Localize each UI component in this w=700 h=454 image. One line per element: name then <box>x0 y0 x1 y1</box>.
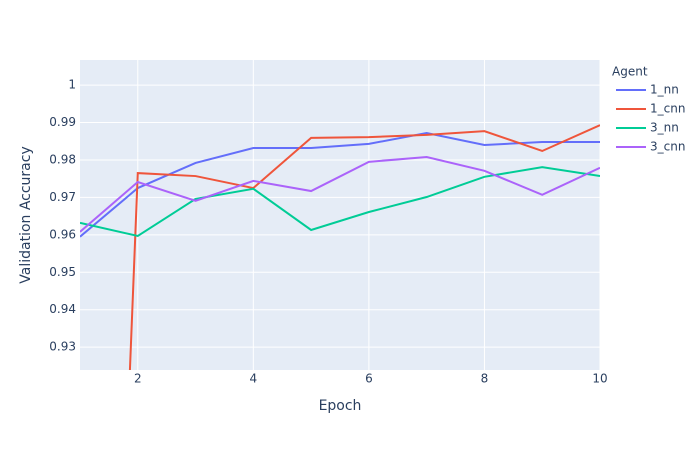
y-tick-label: 1 <box>68 78 76 92</box>
legend-title: Agent <box>612 65 648 79</box>
y-tick-label: 0.93 <box>49 340 76 354</box>
y-tick-label: 0.96 <box>49 227 76 241</box>
plot-area <box>80 60 600 370</box>
y-tick-label: 0.97 <box>49 190 76 204</box>
legend-label: 1_cnn <box>650 102 685 116</box>
x-tick-label: 2 <box>134 372 142 386</box>
y-tick-label: 0.98 <box>49 152 76 166</box>
series-line <box>128 124 600 370</box>
y-tick-label: 0.95 <box>49 265 76 279</box>
x-tick-label: 6 <box>365 372 373 386</box>
legend-label: 1_nn <box>650 83 679 97</box>
y-axis-title: Validation Accuracy <box>18 146 34 284</box>
x-tick-label: 4 <box>250 372 258 386</box>
y-tick-label: 0.94 <box>49 302 76 316</box>
y-tick-label: 0.99 <box>49 115 76 129</box>
legend-label: 3_cnn <box>650 140 685 154</box>
x-axis-title: Epoch <box>319 398 362 414</box>
x-tick-label: 10 <box>592 372 607 386</box>
series-line <box>80 155 600 233</box>
x-tick-label: 8 <box>481 372 489 386</box>
legend-label: 3_nn <box>650 121 679 135</box>
series-line <box>80 166 600 238</box>
